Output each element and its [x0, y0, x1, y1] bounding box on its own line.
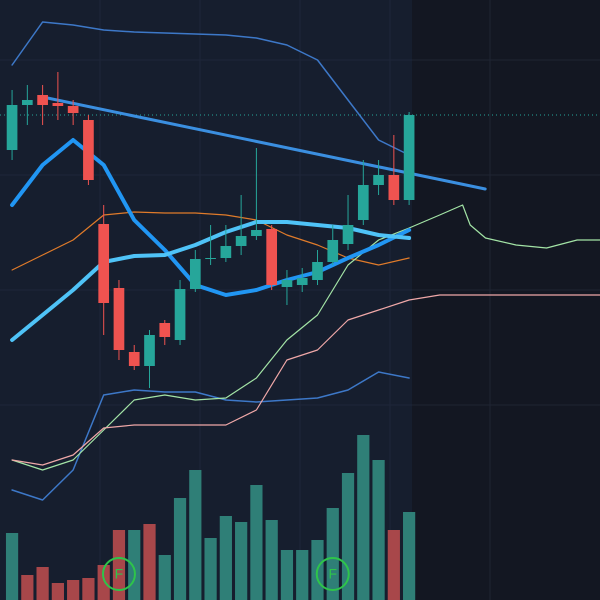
candle-body: [37, 95, 48, 105]
candle-body: [52, 103, 64, 106]
candle-body: [128, 352, 140, 366]
event-marker: [101, 557, 136, 591]
volume-bar: [326, 508, 339, 600]
candle-body: [113, 288, 125, 350]
candle-body: [189, 259, 201, 289]
candle-body: [373, 175, 384, 185]
event-marker-label: F: [115, 566, 124, 582]
volume-bar: [341, 473, 355, 600]
volume-bar: [372, 460, 385, 600]
indicator-line: [11, 371, 410, 501]
candle-body: [251, 230, 262, 236]
candle-body: [220, 246, 232, 258]
volume-bar: [250, 485, 263, 600]
indicator-line: [10, 138, 412, 297]
indicator-line: [11, 204, 600, 471]
volume-bar: [280, 550, 294, 600]
volume-bar: [128, 530, 141, 600]
volume-bar: [296, 550, 309, 600]
volume-bar: [189, 470, 202, 600]
volume-bar: [235, 522, 248, 600]
volume-bar: [204, 538, 217, 600]
volume-bar: [158, 555, 171, 600]
candle-body: [21, 100, 33, 105]
candle-body: [98, 224, 110, 303]
volume-bar: [82, 578, 95, 600]
candles: [6, 72, 415, 388]
candle-body: [403, 115, 415, 200]
candle-body: [174, 289, 186, 340]
candle-body: [6, 105, 18, 150]
candle-body: [235, 236, 247, 246]
volume-bar: [219, 516, 232, 600]
volume-bar: [357, 435, 370, 600]
volume: [5, 435, 416, 600]
volume-bar: [21, 575, 34, 600]
event-marker-label: F: [328, 566, 337, 582]
candle-body: [159, 323, 171, 337]
volume-bar: [387, 530, 400, 600]
indicator-line: [11, 294, 600, 466]
candle-body: [144, 335, 155, 366]
candle-body: [357, 185, 369, 220]
volume-bar: [403, 512, 416, 600]
candle-body: [83, 120, 94, 180]
candle-body: [266, 229, 278, 285]
candle-body: [327, 240, 339, 262]
volume-bar: [173, 498, 187, 600]
volume-bar: [36, 567, 49, 600]
candle-body: [67, 106, 79, 113]
volume-bar: [67, 580, 80, 600]
event-marker: [315, 557, 350, 591]
volume-bar: [97, 565, 110, 600]
candle-body: [281, 280, 293, 287]
candle-body: [388, 175, 400, 200]
candle-body: [296, 278, 308, 285]
candle-body: [342, 225, 354, 244]
volume-bar: [143, 524, 156, 600]
volume-bar: [5, 533, 19, 600]
indicator-line: [11, 21, 410, 156]
volume-bar: [51, 583, 64, 600]
volume-bar: [112, 530, 126, 600]
indicator-line: [11, 211, 410, 271]
volume-bar: [265, 520, 278, 600]
candle-body: [312, 262, 323, 280]
candle-body: [205, 258, 216, 259]
